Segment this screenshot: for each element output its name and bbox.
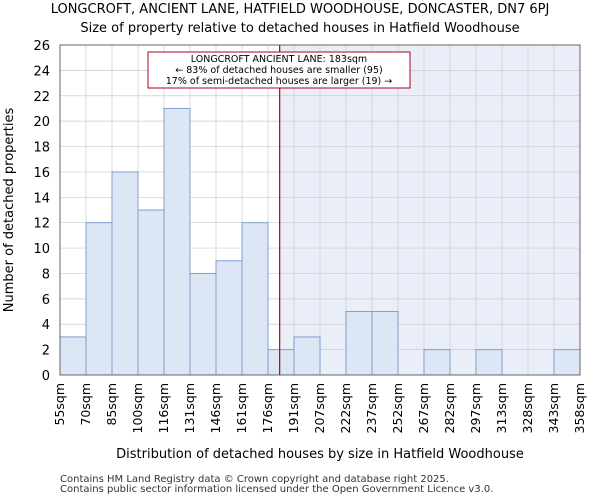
bar <box>475 349 503 376</box>
bar <box>241 222 269 376</box>
x-tick-label: 237sqm <box>364 383 379 433</box>
x-tick-label: 161sqm <box>234 383 249 433</box>
annotation-line-3: 17% of semi-detached houses are larger (… <box>166 76 393 87</box>
annotation-line-2: ← 83% of detached houses are smaller (95… <box>175 65 382 76</box>
bar <box>293 336 321 376</box>
x-tick-label: 358sqm <box>572 383 587 433</box>
x-tick-label: 297sqm <box>468 383 483 433</box>
y-tick-label: 16 <box>33 166 50 181</box>
x-tick-label: 222sqm <box>338 383 353 433</box>
x-tick-label: 116sqm <box>156 383 171 433</box>
x-tick-label: 70sqm <box>78 383 93 426</box>
annotation-line-1: LONGCROFT ANCIENT LANE: 183sqm <box>191 54 367 65</box>
x-tick-label: 252sqm <box>390 383 405 433</box>
y-tick-label: 6 <box>42 293 50 308</box>
bar <box>163 107 191 376</box>
y-tick-label: 8 <box>42 267 50 282</box>
bar <box>345 311 373 376</box>
bar <box>371 311 399 376</box>
bar <box>85 222 113 376</box>
y-tick-label: 20 <box>33 115 50 130</box>
chart-subtitle: Size of property relative to detached ho… <box>80 21 520 36</box>
bar <box>59 336 87 376</box>
y-tick-label: 10 <box>33 242 50 257</box>
y-tick-label: 12 <box>33 217 50 232</box>
x-tick-label: 267sqm <box>416 383 431 433</box>
y-axis-label: Number of detached properties <box>2 108 17 313</box>
larger-region-highlight <box>279 45 580 375</box>
credit-line-1: Contains HM Land Registry data © Crown c… <box>60 474 449 485</box>
x-tick-label: 328sqm <box>520 383 535 433</box>
x-tick-label: 343sqm <box>546 383 561 433</box>
bar <box>189 272 217 376</box>
y-tick-label: 26 <box>33 39 50 54</box>
y-tick-label: 2 <box>42 344 50 359</box>
annotation-box: LONGCROFT ANCIENT LANE: 183sqm ← 83% of … <box>147 51 411 89</box>
x-tick-label: 207sqm <box>312 383 327 433</box>
x-tick-label: 55sqm <box>52 383 67 426</box>
plot-frame <box>59 44 581 376</box>
y-tick-label: 22 <box>33 90 50 105</box>
bar <box>111 171 139 376</box>
x-tick-label: 191sqm <box>286 383 301 433</box>
y-tick-label: 4 <box>42 318 50 333</box>
x-tick-label: 176sqm <box>260 383 275 433</box>
y-tick-label: 24 <box>33 64 50 79</box>
chart-title: LONGCROFT, ANCIENT LANE, HATFIELD WOODHO… <box>50 2 550 17</box>
bar <box>267 349 295 376</box>
x-tick-label: 85sqm <box>104 383 119 426</box>
bar <box>215 260 243 376</box>
x-tick-label: 146sqm <box>208 383 223 433</box>
y-tick-label: 14 <box>33 191 50 206</box>
credit-line-2: Contains public sector information licen… <box>60 484 494 495</box>
bar <box>137 209 165 376</box>
bars <box>59 107 581 376</box>
x-tick-label: 100sqm <box>130 383 145 433</box>
x-tick-label: 313sqm <box>494 383 509 433</box>
x-axis-label: Distribution of detached houses by size … <box>116 447 524 462</box>
y-tick-label: 18 <box>33 141 50 156</box>
bar <box>423 349 451 376</box>
x-tick-label: 282sqm <box>442 383 457 433</box>
y-tick-label: 0 <box>42 369 50 384</box>
x-tick-labels: 55sqm 70sqm 85sqm 100sqm 116sqm 131sqm 146sqm 1… <box>52 383 587 433</box>
x-tick-label: 131sqm <box>182 383 197 433</box>
bar <box>553 349 581 376</box>
